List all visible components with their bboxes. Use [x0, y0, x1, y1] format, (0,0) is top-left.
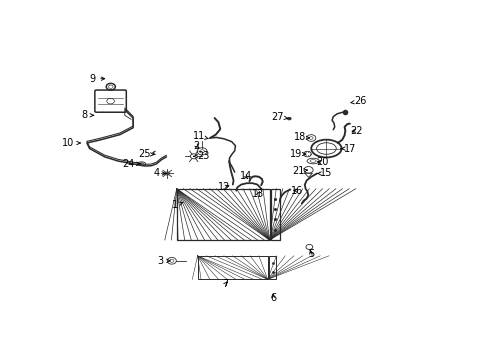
Text: 17: 17 [340, 144, 355, 153]
Text: 23: 23 [193, 151, 209, 161]
Text: 22: 22 [350, 126, 362, 135]
Text: 10: 10 [61, 138, 80, 148]
Text: 14: 14 [239, 171, 251, 181]
Bar [176, 189, 269, 240]
Text: 1: 1 [171, 201, 183, 210]
Text: 3: 3 [157, 256, 170, 266]
Text: 19: 19 [289, 149, 305, 159]
Text: 5: 5 [307, 249, 314, 259]
Text: 18: 18 [293, 132, 309, 143]
Bar [197, 256, 267, 279]
Text: 20: 20 [316, 157, 328, 167]
Text: 24: 24 [122, 159, 140, 169]
Circle shape [287, 117, 290, 120]
Text: 13: 13 [251, 189, 264, 199]
Text: 27: 27 [271, 112, 287, 122]
Bar [268, 256, 276, 279]
Text: 12: 12 [218, 183, 230, 192]
Text: 15: 15 [317, 168, 332, 179]
Text: 8: 8 [81, 110, 93, 120]
Text: 6: 6 [270, 293, 276, 303]
Text: 26: 26 [350, 96, 366, 107]
Text: 9: 9 [89, 74, 104, 84]
Bar [270, 189, 280, 240]
Text: 16: 16 [290, 186, 303, 196]
Text: 21: 21 [291, 166, 307, 176]
Text: 11: 11 [192, 131, 207, 141]
Text: 2: 2 [193, 141, 200, 151]
Text: 4: 4 [154, 168, 165, 179]
Text: 25: 25 [138, 149, 154, 159]
Text: 7: 7 [222, 279, 228, 289]
